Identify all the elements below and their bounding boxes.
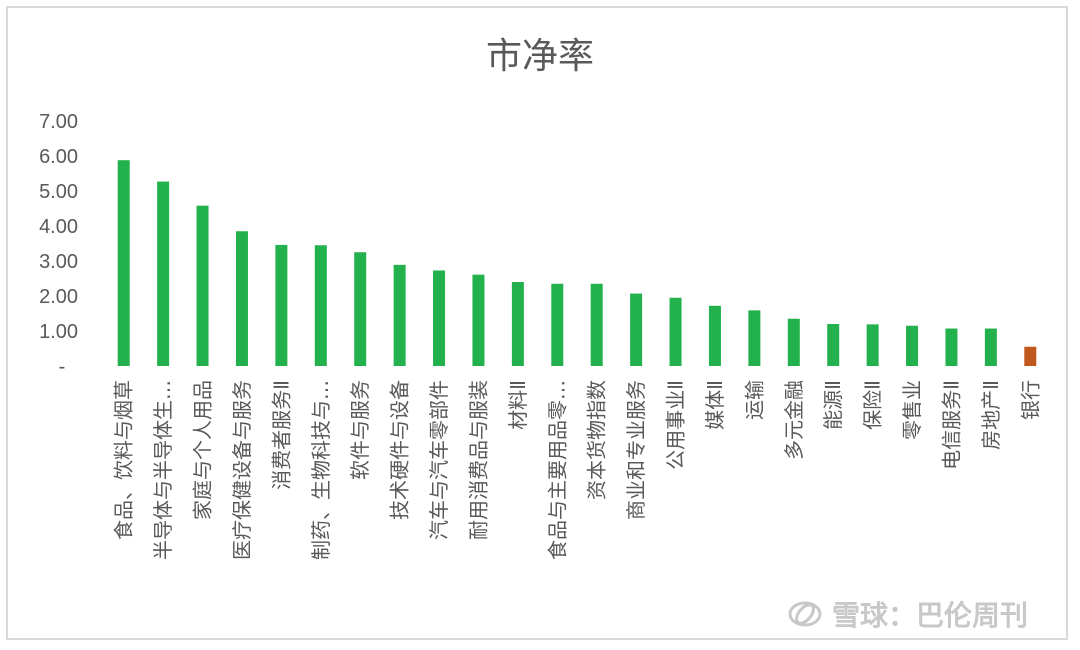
bar (393, 264, 406, 366)
bar (984, 328, 997, 366)
bar (157, 181, 170, 366)
bar (630, 293, 643, 366)
bar (590, 283, 603, 366)
bar (708, 305, 721, 366)
x-tick-label: 食品、饮料与烟草 (112, 380, 136, 540)
x-tick-label: 电信服务Ⅱ (939, 380, 963, 470)
x-tick-label: 半导体与半导体生… (151, 380, 175, 560)
bar (827, 324, 840, 366)
bars (117, 160, 1037, 366)
x-tick-label: 房地产Ⅱ (979, 380, 1003, 450)
bar (1024, 346, 1037, 366)
watermark: 雪球：巴伦周刊 (788, 599, 1028, 632)
x-tick-label: 银行 (1018, 380, 1042, 420)
bar (511, 282, 524, 366)
x-tick-label: 医疗保健设备与服务 (230, 380, 254, 560)
bar (235, 231, 248, 366)
snowball-logo-icon (788, 601, 822, 627)
bar (433, 270, 446, 366)
y-tick-label: 6.00 (39, 146, 78, 168)
bar (866, 324, 879, 366)
bar (472, 274, 485, 366)
bar (275, 244, 288, 366)
x-tick-label: 资本货物指数 (585, 380, 609, 500)
x-tick-label: 技术硬件与设备 (388, 380, 412, 520)
bar (787, 318, 800, 366)
x-tick-label: 汽车与汽车零部件 (427, 380, 451, 540)
bar (117, 160, 130, 366)
y-axis: - 1.00 2.00 3.00 4.00 5.00 6.00 7.00 (39, 111, 78, 378)
x-tick-label: 材料Ⅱ (506, 380, 530, 430)
y-tick-label: 1.00 (39, 321, 78, 343)
x-tick-label: 保险Ⅱ (861, 380, 885, 430)
x-axis: 食品、饮料与烟草 半导体与半导体生… 家庭与个人用品 医疗保健设备与服务 消费者服务Ⅱ 制… (112, 380, 1043, 560)
x-tick-label: 软件与服务 (348, 380, 372, 480)
bar (354, 252, 367, 366)
x-tick-label: 公用事业Ⅱ (664, 380, 688, 470)
bar (945, 328, 958, 366)
x-tick-label: 零售业 (900, 380, 924, 440)
x-tick-label: 多元金融 (782, 380, 806, 460)
x-tick-label: 运输 (742, 380, 766, 420)
x-tick-label: 制药、生物科技与… (309, 380, 333, 560)
y-tick-label: - (59, 356, 66, 378)
bar (748, 310, 761, 366)
bar (196, 205, 209, 366)
x-tick-label: 家庭与个人用品 (191, 380, 215, 520)
y-tick-label: 5.00 (39, 181, 78, 203)
y-tick-label: 7.00 (39, 111, 78, 133)
bar (314, 245, 327, 366)
chart-frame (6, 6, 1068, 640)
x-tick-label: 耐用消费品与服装 (466, 380, 490, 540)
chart-title: 市净率 (486, 36, 594, 77)
watermark-text: 雪球：巴伦周刊 (832, 599, 1028, 632)
x-tick-label: 能源Ⅱ (821, 380, 845, 430)
x-tick-label: 食品与主要用品零… (545, 380, 569, 560)
bar (669, 297, 682, 366)
y-tick-label: 4.00 (39, 216, 78, 238)
x-tick-label: 消费者服务Ⅱ (269, 380, 293, 490)
y-tick-label: 2.00 (39, 286, 78, 308)
bar (551, 283, 564, 366)
x-tick-label: 媒体Ⅱ (703, 380, 727, 430)
y-tick-label: 3.00 (39, 251, 78, 273)
bar (906, 325, 919, 366)
x-tick-label: 商业和专业服务 (624, 380, 648, 520)
